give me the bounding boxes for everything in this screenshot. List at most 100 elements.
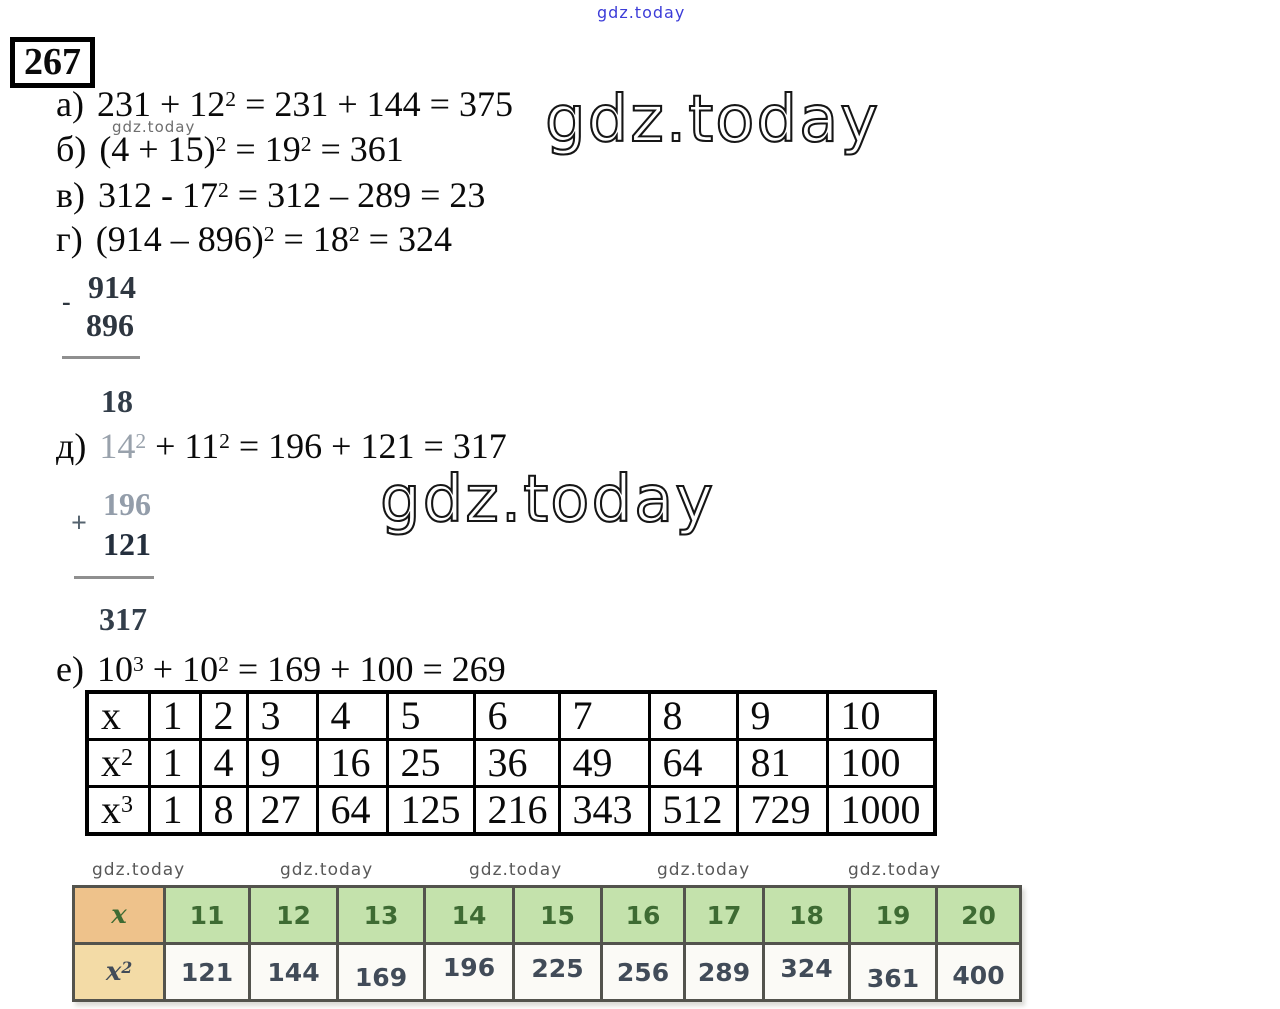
table-cell: 8 bbox=[647, 690, 739, 741]
table-row-squares: x2 121 144 169 196 225 256 289 324 361 4… bbox=[72, 942, 1022, 1002]
equation: 312 - 172 = 312 – 289 = 23 bbox=[98, 175, 486, 215]
solution-line-d: д) 142 + 112 = 196 + 121 = 317 bbox=[56, 426, 507, 466]
row-label: x bbox=[72, 885, 166, 945]
table-row-x: x 1 2 3 4 5 6 7 8 9 10 bbox=[85, 690, 937, 741]
table-cell: 169 bbox=[336, 942, 426, 1002]
watermark-row-item: gdz.today bbox=[280, 860, 374, 880]
site-link[interactable]: gdz.today bbox=[597, 3, 686, 22]
table-cell: 12 bbox=[248, 885, 339, 945]
item-label: б) bbox=[56, 129, 87, 169]
table-cell: 256 bbox=[600, 942, 686, 1002]
table-cell: 1 bbox=[147, 738, 202, 788]
table-cell: 81 bbox=[735, 738, 829, 788]
watermark-row-item: gdz.today bbox=[469, 860, 563, 880]
addition-operator: + bbox=[71, 508, 87, 539]
textbook-squares-table: x 11 12 13 14 15 16 17 18 19 20 x2 121 1… bbox=[72, 885, 1022, 1002]
table-cell: 27 bbox=[245, 785, 319, 836]
equation-gray-part: 142 bbox=[99, 426, 147, 466]
table-cell: 10 bbox=[825, 690, 937, 741]
table-cell: 1 bbox=[147, 690, 202, 741]
table-cell: 3 bbox=[245, 690, 319, 741]
table-cell: 7 bbox=[557, 690, 651, 741]
solution-line-v: в) 312 - 172 = 312 – 289 = 23 bbox=[56, 175, 486, 215]
solution-line-b: б) (4 + 15)2 = 192 = 361 bbox=[56, 129, 404, 169]
item-label: е) bbox=[56, 649, 84, 689]
table-cell: 324 bbox=[762, 942, 851, 1002]
table-cell: 361 bbox=[848, 942, 938, 1002]
table-cell: 17 bbox=[683, 885, 765, 945]
subtraction-bottom: 896 bbox=[86, 307, 134, 343]
watermark-row-item: gdz.today bbox=[92, 860, 186, 880]
table-cell: 36 bbox=[472, 738, 561, 788]
table-cell: 11 bbox=[163, 885, 251, 945]
table-cell: 9 bbox=[735, 690, 829, 741]
table-cell: 13 bbox=[336, 885, 426, 945]
table-cell: 144 bbox=[248, 942, 339, 1002]
table-cell: 16 bbox=[600, 885, 686, 945]
table-cell: 14 bbox=[423, 885, 515, 945]
solution-line-e: е) 103 + 102 = 169 + 100 = 269 bbox=[56, 649, 506, 689]
table-cell: 5 bbox=[385, 690, 476, 741]
watermark-big-middle: gdz.today bbox=[379, 463, 716, 537]
row-label: x bbox=[85, 690, 151, 741]
table-cell: 1000 bbox=[825, 785, 937, 836]
table-cell: 100 bbox=[825, 738, 937, 788]
item-label: в) bbox=[56, 175, 85, 215]
problem-number: 267 bbox=[10, 37, 95, 88]
table-cell: 4 bbox=[198, 738, 249, 788]
table-cell: 64 bbox=[647, 738, 739, 788]
item-label: а) bbox=[56, 84, 84, 124]
subtraction-operator: - bbox=[62, 287, 71, 316]
squares-cubes-table: x 1 2 3 4 5 6 7 8 9 10 x2 1 4 9 16 25 36… bbox=[85, 690, 937, 836]
equation: 231 + 122 = 231 + 144 = 375 bbox=[96, 84, 513, 124]
equation: (4 + 15)2 = 192 = 361 bbox=[99, 129, 404, 169]
table-cell: 2 bbox=[198, 690, 249, 741]
item-label: д) bbox=[56, 426, 87, 466]
table-cell: 9 bbox=[245, 738, 319, 788]
addition-top: 196 bbox=[103, 486, 151, 522]
table-row-x2: x2 1 4 9 16 25 36 49 64 81 100 bbox=[85, 738, 937, 788]
table-cell: 289 bbox=[683, 942, 765, 1002]
table-cell: 225 bbox=[512, 942, 603, 1002]
table-cell: 25 bbox=[385, 738, 476, 788]
table-cell: 196 bbox=[423, 942, 515, 1002]
watermark-small: gdz.today bbox=[112, 118, 196, 136]
row-label: x2 bbox=[72, 942, 166, 1002]
table-cell: 15 bbox=[512, 885, 603, 945]
table-cell: 64 bbox=[315, 785, 389, 836]
table-cell: 6 bbox=[472, 690, 561, 741]
watermark-row-item: gdz.today bbox=[848, 860, 942, 880]
addition-result: 317 bbox=[99, 601, 147, 637]
table-cell: 125 bbox=[385, 785, 476, 836]
table-cell: 49 bbox=[557, 738, 651, 788]
subtraction-top: 914 bbox=[88, 269, 136, 305]
subtraction-rule bbox=[62, 356, 140, 359]
table-row-x3: x3 1 8 27 64 125 216 343 512 729 1000 bbox=[85, 785, 937, 836]
table-cell: 216 bbox=[472, 785, 561, 836]
addition-rule bbox=[74, 576, 154, 579]
equation: + 112 = 196 + 121 = 317 bbox=[146, 426, 507, 466]
solution-line-a: а) 231 + 122 = 231 + 144 = 375 bbox=[56, 84, 513, 124]
solution-line-g: г) (914 – 896)2 = 182 = 324 bbox=[56, 219, 452, 259]
table-cell: 343 bbox=[557, 785, 651, 836]
table-cell: 1 bbox=[147, 785, 202, 836]
table-cell: 19 bbox=[848, 885, 938, 945]
item-label: г) bbox=[56, 219, 83, 259]
table-cell: 400 bbox=[935, 942, 1022, 1002]
table-cell: 4 bbox=[315, 690, 389, 741]
equation: 103 + 102 = 169 + 100 = 269 bbox=[96, 649, 506, 689]
addition-bottom: 121 bbox=[103, 526, 151, 562]
equation: (914 – 896)2 = 182 = 324 bbox=[95, 219, 452, 259]
row-label: x3 bbox=[85, 785, 151, 836]
table-cell: 8 bbox=[198, 785, 249, 836]
subtraction-result: 18 bbox=[101, 383, 133, 419]
table-cell: 16 bbox=[315, 738, 389, 788]
row-label: x2 bbox=[85, 738, 151, 788]
table-cell: 729 bbox=[735, 785, 829, 836]
table-cell: 20 bbox=[935, 885, 1022, 945]
table-cell: 121 bbox=[163, 942, 251, 1002]
table-cell: 512 bbox=[647, 785, 739, 836]
watermark-row-item: gdz.today bbox=[657, 860, 751, 880]
table-cell: 18 bbox=[762, 885, 851, 945]
